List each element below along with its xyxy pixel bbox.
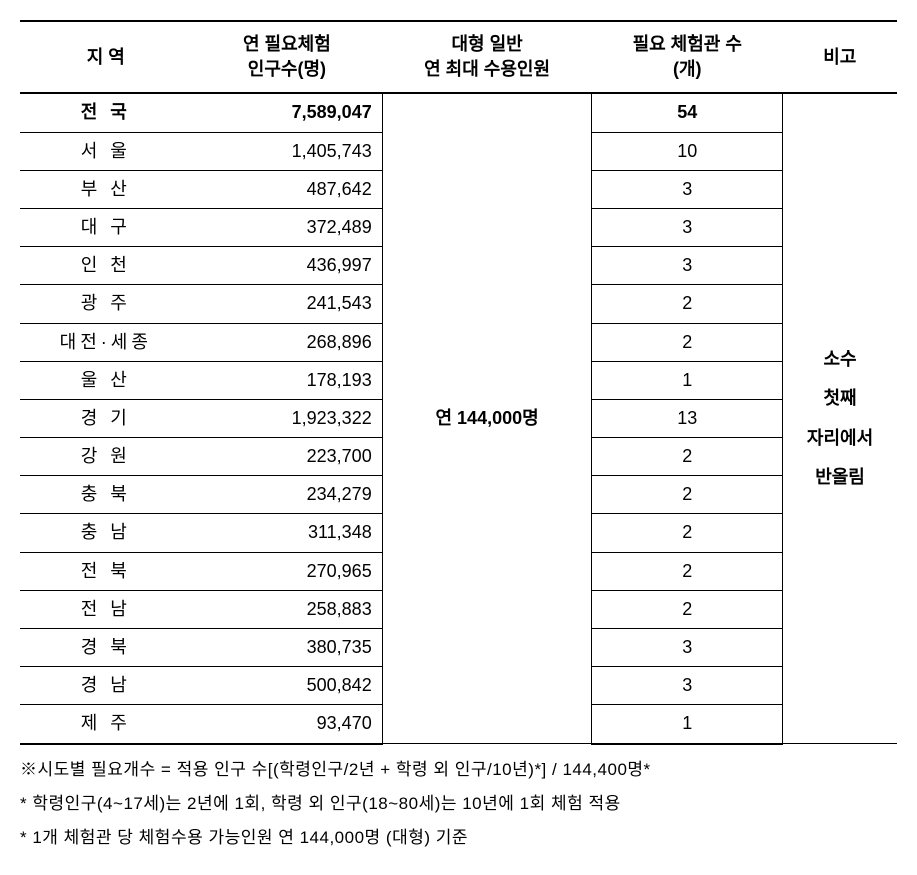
cell-region: 충 남 — [20, 514, 192, 552]
cell-region: 전 남 — [20, 590, 192, 628]
cell-centers: 1 — [592, 361, 783, 399]
cell-centers: 10 — [592, 132, 783, 170]
cell-note-merged: 소수첫째자리에서반올림 — [783, 93, 897, 743]
header-row: 지 역 연 필요체험인구수(명) 대형 일반연 최대 수용인원 필요 체험관 수… — [20, 21, 897, 93]
cell-population: 1,923,322 — [192, 399, 383, 437]
cell-region: 전 북 — [20, 552, 192, 590]
cell-population: 7,589,047 — [192, 93, 383, 132]
cell-population: 270,965 — [192, 552, 383, 590]
cell-centers: 2 — [592, 285, 783, 323]
cell-region: 충 북 — [20, 476, 192, 514]
experience-center-table: 지 역 연 필요체험인구수(명) 대형 일반연 최대 수용인원 필요 체험관 수… — [20, 20, 897, 745]
cell-region: 대전·세종 — [20, 323, 192, 361]
cell-centers: 3 — [592, 667, 783, 705]
cell-population: 380,735 — [192, 629, 383, 667]
cell-centers: 3 — [592, 629, 783, 667]
cell-population: 178,193 — [192, 361, 383, 399]
cell-region: 전 국 — [20, 93, 192, 132]
cell-region: 서 울 — [20, 132, 192, 170]
cell-centers: 54 — [592, 93, 783, 132]
header-capacity: 대형 일반연 최대 수용인원 — [382, 21, 592, 93]
cell-capacity-merged: 연 144,000명 — [382, 93, 592, 743]
cell-centers: 2 — [592, 590, 783, 628]
cell-region: 울 산 — [20, 361, 192, 399]
cell-centers: 3 — [592, 170, 783, 208]
cell-region: 강 원 — [20, 438, 192, 476]
footnote-line: ※시도별 필요개수 = 적용 인구 수[(학령인구/2년 + 학령 외 인구/1… — [20, 753, 897, 787]
table-body: 전 국7,589,047연 144,000명54소수첫째자리에서반올림서 울1,… — [20, 93, 897, 743]
table-row-total: 전 국7,589,047연 144,000명54소수첫째자리에서반올림 — [20, 93, 897, 132]
cell-centers: 2 — [592, 476, 783, 514]
header-note: 비고 — [783, 21, 897, 93]
cell-population: 268,896 — [192, 323, 383, 361]
cell-centers: 2 — [592, 514, 783, 552]
cell-population: 487,642 — [192, 170, 383, 208]
cell-population: 1,405,743 — [192, 132, 383, 170]
cell-centers: 1 — [592, 705, 783, 744]
cell-region: 경 기 — [20, 399, 192, 437]
cell-centers: 2 — [592, 438, 783, 476]
cell-population: 372,489 — [192, 208, 383, 246]
cell-region: 광 주 — [20, 285, 192, 323]
cell-centers: 3 — [592, 208, 783, 246]
cell-centers: 13 — [592, 399, 783, 437]
cell-population: 500,842 — [192, 667, 383, 705]
footnote-line: * 학령인구(4~17세)는 2년에 1회, 학령 외 인구(18~80세)는 … — [20, 787, 897, 821]
cell-population: 223,700 — [192, 438, 383, 476]
header-population: 연 필요체험인구수(명) — [192, 21, 383, 93]
cell-region: 부 산 — [20, 170, 192, 208]
cell-region: 경 남 — [20, 667, 192, 705]
cell-region: 인 천 — [20, 247, 192, 285]
cell-population: 436,997 — [192, 247, 383, 285]
cell-population: 234,279 — [192, 476, 383, 514]
cell-population: 258,883 — [192, 590, 383, 628]
cell-population: 311,348 — [192, 514, 383, 552]
cell-centers: 3 — [592, 247, 783, 285]
footnote-line: * 1개 체험관 당 체험수용 가능인원 연 144,000명 (대형) 기준 — [20, 821, 897, 855]
cell-region: 제 주 — [20, 705, 192, 744]
cell-centers: 2 — [592, 552, 783, 590]
cell-population: 241,543 — [192, 285, 383, 323]
header-centers: 필요 체험관 수(개) — [592, 21, 783, 93]
cell-region: 대 구 — [20, 208, 192, 246]
cell-region: 경 북 — [20, 629, 192, 667]
cell-centers: 2 — [592, 323, 783, 361]
cell-population: 93,470 — [192, 705, 383, 744]
footnotes: ※시도별 필요개수 = 적용 인구 수[(학령인구/2년 + 학령 외 인구/1… — [20, 753, 897, 855]
header-region: 지 역 — [20, 21, 192, 93]
